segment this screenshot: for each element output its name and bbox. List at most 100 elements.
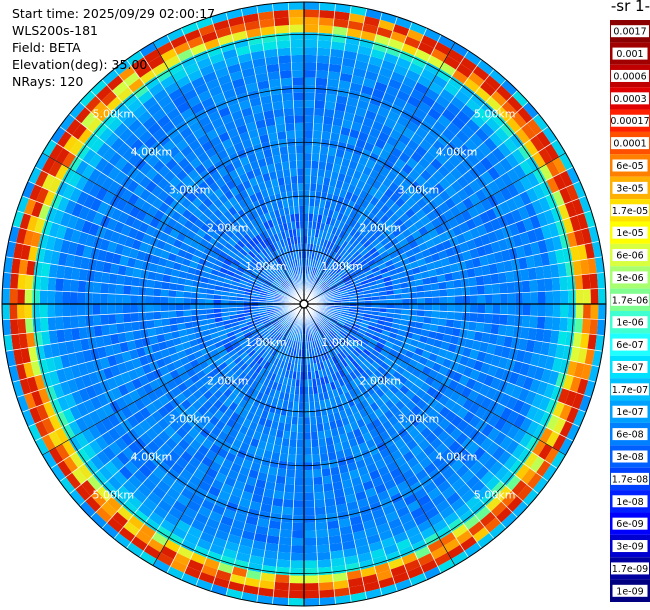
ray-bin xyxy=(43,344,53,359)
ray-bin xyxy=(491,313,501,325)
ray-bin xyxy=(318,581,334,591)
ray-bin xyxy=(50,126,66,144)
ray-bin xyxy=(341,240,349,250)
ray-bin xyxy=(447,217,459,229)
ray-bin xyxy=(437,165,450,178)
ray-bin xyxy=(450,497,466,512)
ray-bin xyxy=(358,259,368,267)
ray-bin xyxy=(380,124,394,136)
ray-bin xyxy=(131,321,140,332)
ray-bin xyxy=(521,280,531,293)
ray-bin xyxy=(120,405,134,420)
ray-bin xyxy=(231,566,248,578)
ray-bin xyxy=(347,89,361,100)
ray-bin xyxy=(287,400,294,410)
ray-bin xyxy=(212,366,222,376)
ray-bin xyxy=(308,333,312,342)
ray-bin xyxy=(201,455,214,468)
ray-bin xyxy=(362,77,377,89)
ray-bin xyxy=(336,247,344,256)
ray-bin xyxy=(82,443,97,460)
ray-bin xyxy=(62,291,71,304)
ray-bin xyxy=(331,364,339,373)
ray-bin xyxy=(304,402,310,410)
ray-bin xyxy=(67,214,79,230)
ray-bin xyxy=(345,167,356,178)
ray-bin xyxy=(476,245,487,258)
ray-bin xyxy=(357,131,369,142)
ray-bin xyxy=(278,326,285,334)
ray-bin xyxy=(149,379,161,391)
ray-bin xyxy=(304,92,316,101)
ray-bin xyxy=(238,262,248,271)
ray-bin xyxy=(375,397,385,408)
ray-bin xyxy=(325,359,332,368)
ray-bin xyxy=(384,208,395,219)
ray-bin xyxy=(460,536,478,551)
ray-bin xyxy=(255,479,267,489)
ray-bin xyxy=(532,113,549,131)
ray-bin xyxy=(322,475,333,485)
ray-bin xyxy=(348,437,359,448)
ray-bin xyxy=(343,324,352,331)
ray-bin xyxy=(369,225,379,235)
ray-bin xyxy=(450,458,465,473)
ray-bin xyxy=(221,353,231,362)
ray-bin xyxy=(146,154,160,168)
ray-bin xyxy=(370,382,380,393)
ray-bin xyxy=(304,409,310,418)
ray-bin xyxy=(287,454,297,463)
ray-bin xyxy=(68,171,82,188)
ray-bin xyxy=(371,307,380,312)
ray-bin xyxy=(36,404,49,421)
ray-bin xyxy=(517,484,533,502)
ray-bin xyxy=(574,318,583,334)
ray-bin xyxy=(422,444,436,457)
start-time: Start time: 2025/09/29 02:00:17 xyxy=(12,6,216,21)
ray-bin xyxy=(333,579,349,590)
ray-bin xyxy=(362,117,375,128)
ray-bin xyxy=(451,550,469,566)
ray-bin xyxy=(152,368,163,380)
ray-bin xyxy=(410,151,423,164)
ray-bin xyxy=(314,314,321,321)
ray-bin xyxy=(229,573,246,585)
ray-bin xyxy=(451,271,461,281)
ray-bin xyxy=(65,118,82,136)
ray-bin xyxy=(472,147,486,162)
ray-bin xyxy=(314,499,326,508)
ray-bin xyxy=(67,378,79,394)
ray-bin xyxy=(352,349,361,358)
ray-bin xyxy=(525,187,539,203)
ray-bin xyxy=(371,88,386,100)
ray-bin xyxy=(259,433,269,443)
ray-bin xyxy=(190,552,207,565)
ray-bin xyxy=(236,266,246,274)
ray-bin xyxy=(370,392,381,402)
ray-bin xyxy=(123,313,132,323)
ray-bin xyxy=(354,317,363,323)
ray-bin xyxy=(322,315,331,321)
ray-bin xyxy=(354,253,363,262)
ray-bin xyxy=(480,396,493,410)
ray-bin xyxy=(377,131,390,143)
ray-bin xyxy=(330,286,339,292)
ray-bin xyxy=(544,447,560,465)
ray-bin xyxy=(290,545,304,554)
ray-bin xyxy=(71,267,81,281)
ray-bin xyxy=(479,81,496,97)
ray-bin xyxy=(18,333,29,349)
ray-bin xyxy=(268,427,278,437)
ray-bin xyxy=(291,530,304,539)
ray-bin xyxy=(102,366,114,380)
ray-bin xyxy=(389,237,399,247)
ray-bin xyxy=(250,352,259,361)
ray-bin xyxy=(39,304,48,318)
ray-bin xyxy=(455,130,470,144)
ray-bin xyxy=(34,217,46,234)
ray-bin xyxy=(84,132,99,149)
ray-bin xyxy=(449,335,460,346)
ray-bin xyxy=(336,281,345,287)
ray-bin xyxy=(444,172,457,186)
ray-bin xyxy=(67,241,78,256)
